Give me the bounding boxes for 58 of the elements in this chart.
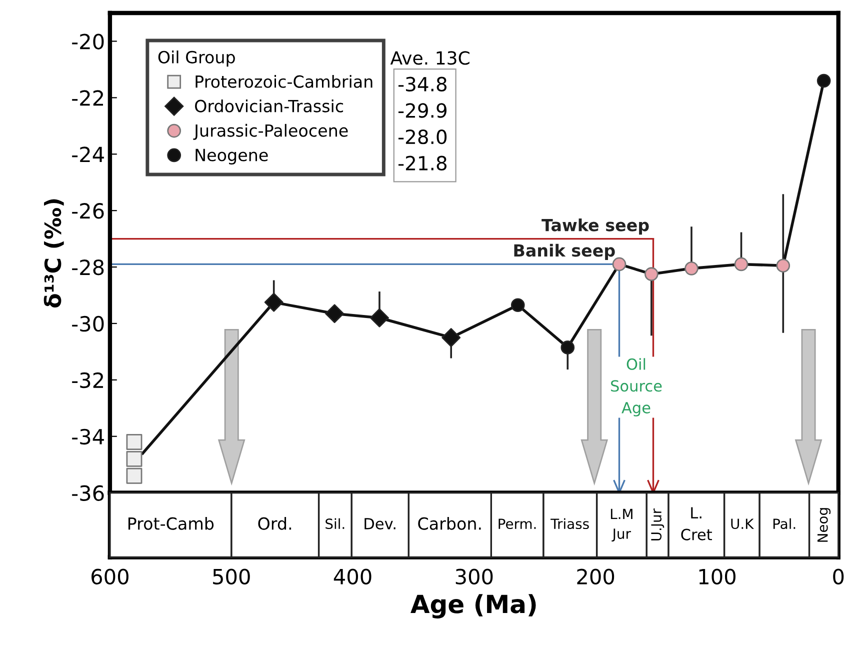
y-tick-label: -20 [72,34,104,50]
x-axis-title: Age (Ma) [410,594,536,618]
ref-line-label: Banik seep [514,244,615,260]
y-tick-label: -28 [72,259,104,276]
point [264,292,284,312]
series-label: Prot-Camb [128,516,214,530]
x-tick-label: 100 [699,568,736,584]
series-label: Pal. [773,518,796,530]
annotation: -29.9 [398,103,446,118]
legend-label: Neogene [196,148,268,165]
series-label: Neog [818,508,831,542]
point [816,74,831,88]
series-label: Ord. [258,516,292,530]
point [644,267,658,281]
y-axis-title: δ¹³C (‰) [44,199,64,308]
point [370,308,389,328]
ref-line-label: Tawke seep [542,218,649,235]
point [510,298,525,312]
series-label: Dev. [364,518,396,530]
point [442,328,461,348]
y-tick-label: -32 [72,372,104,388]
series-label: Perm. [498,518,536,530]
legend-label: Jurassic-Paleocene [193,124,348,140]
point [734,257,748,272]
series-label: L.M Jur [610,508,632,542]
x-tick-label: 300 [456,568,493,584]
x-tick-label: 400 [334,568,372,584]
series-label: Triass [550,518,589,530]
y-tick-label: -34 [72,428,104,445]
legend-label: Proterozoic-Cambrian [196,75,372,88]
point [126,450,142,467]
point [126,468,142,484]
point [325,304,344,324]
annotation: -34.8 [398,76,447,92]
annotation: -28.0 [398,129,447,144]
x-tick-label: 500 [213,568,250,584]
series-label: U.Jur [651,508,664,540]
point [776,258,790,273]
series-label: Carbon. [418,516,481,530]
annotation: Oil Source Age [611,358,662,416]
x-tick-label: 600 [92,568,128,584]
y-tick-label: -26 [72,203,104,219]
annotation: -21.8 [398,156,447,171]
legend-label: Ordovician-Trassic [195,99,344,112]
point [684,262,698,276]
y-tick-label: -36 [72,485,104,502]
y-tick-label: -24 [72,146,104,162]
point [126,434,142,450]
y-tick-label: -30 [72,316,104,332]
y-tick-label: -22 [72,90,104,106]
legend-title: Oil Group [158,50,235,67]
series-label: L. Cret [681,507,712,540]
series-label: Sil. [326,518,344,530]
x-tick-label: 0 [833,568,844,584]
series-label: U.K [731,518,754,530]
point [560,340,575,354]
x-tick-label: 200 [577,568,614,584]
annotation: Ave. 13C [390,51,470,65]
